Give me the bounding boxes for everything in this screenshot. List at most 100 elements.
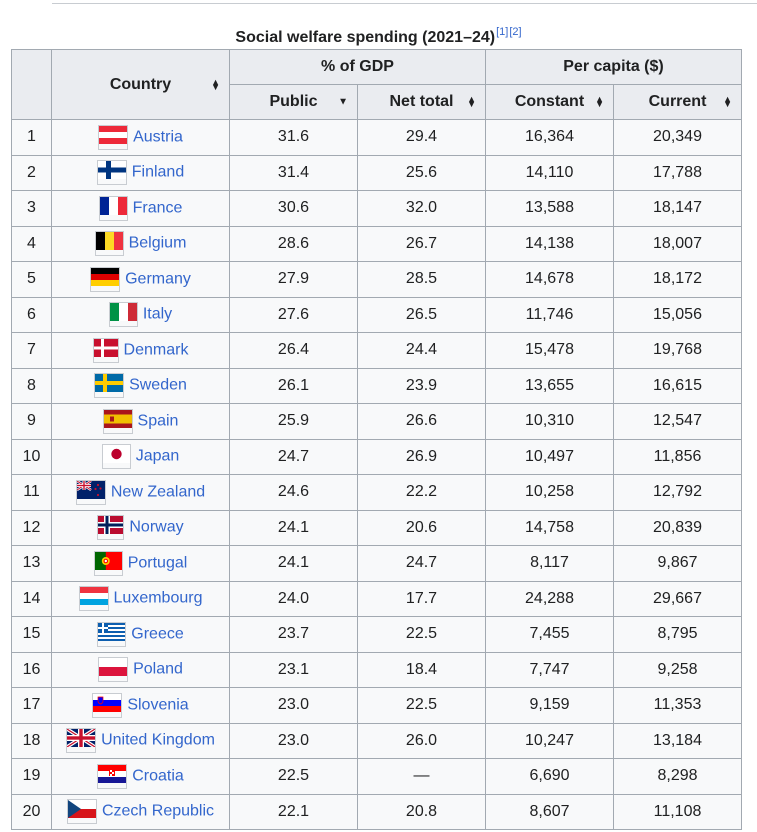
country-link[interactable]: Italy: [142, 305, 173, 323]
rank-cell: 18: [11, 722, 52, 759]
public-cell: 23.0: [229, 687, 358, 724]
table-row: 12 Norway 24.1 20.6 14,758 20,839: [11, 509, 742, 546]
table-row: 2 Finland 31.4 25.6 14,110 17,788: [11, 154, 742, 191]
country-link[interactable]: Finland: [131, 163, 185, 181]
country-cell: Japan: [51, 438, 230, 475]
country-link[interactable]: Denmark: [123, 341, 189, 359]
portugal-flag-icon: [93, 550, 123, 576]
greece-flag-icon: [97, 621, 127, 647]
country-link[interactable]: Germany: [125, 270, 191, 288]
constant-cell: 9,159: [485, 687, 614, 724]
country-link[interactable]: Japan: [135, 447, 180, 465]
country-link[interactable]: Slovenia: [127, 696, 189, 714]
net-total-cell: 17.7: [357, 580, 486, 617]
percapita-group-header: Per capita ($): [485, 49, 742, 85]
table-row: 5 Germany 27.9 28.5 14,678 18,172: [11, 261, 742, 298]
public-cell: 26.4: [229, 332, 358, 369]
net-total-cell: —: [357, 758, 486, 795]
slovenia-flag-icon: [92, 692, 123, 718]
public-cell: 27.6: [229, 296, 358, 333]
current-header[interactable]: Current ▲ ▼: [613, 84, 742, 120]
public-cell: 23.0: [229, 722, 358, 759]
rank-cell: 8: [11, 367, 52, 404]
current-cell: 11,353: [613, 687, 742, 724]
rank-cell: 15: [11, 616, 52, 653]
sort-icon[interactable]: ▲ ▼: [595, 94, 604, 109]
constant-header[interactable]: Constant ▲ ▼: [485, 84, 614, 120]
table-row: 6 Italy 27.6 26.5 11,746 15,056: [11, 296, 742, 333]
net-total-cell: 22.5: [357, 616, 486, 653]
sort-icon[interactable]: ▲ ▼: [723, 94, 732, 109]
constant-cell: 10,497: [485, 438, 614, 475]
current-cell: 13,184: [613, 722, 742, 759]
current-cell: 18,172: [613, 261, 742, 298]
new-zealand-flag-icon: [75, 479, 106, 505]
country-link[interactable]: United Kingdom: [101, 731, 215, 749]
belgium-flag-icon: [94, 231, 124, 257]
table-row: 4 Belgium 28.6 26.7 14,138 18,007: [11, 225, 742, 262]
public-cell: 23.1: [229, 651, 358, 688]
current-cell: 8,795: [613, 616, 742, 653]
table-row: 7 Denmark 26.4 24.4 15,478 19,768: [11, 332, 742, 369]
country-cell: Slovenia: [51, 687, 230, 724]
table-row: 1 Austria 31.6 29.4 16,364 20,349: [11, 119, 742, 156]
public-cell: 26.1: [229, 367, 358, 404]
country-link[interactable]: Portugal: [127, 554, 188, 572]
country-link[interactable]: Luxembourg: [113, 589, 203, 607]
table-row: 17 Slovenia 23.0 22.5 9,159 11,353: [11, 687, 742, 724]
country-link[interactable]: Austria: [133, 128, 183, 146]
constant-cell: 8,117: [485, 545, 614, 582]
current-cell: 15,056: [613, 296, 742, 333]
country-link[interactable]: Greece: [131, 625, 184, 643]
spain-flag-icon: [102, 408, 133, 434]
country-link[interactable]: Czech Republic: [101, 802, 215, 820]
country-link[interactable]: New Zealand: [110, 483, 206, 501]
net-total-cell: 22.5: [357, 687, 486, 724]
austria-flag-icon: [98, 124, 129, 150]
public-cell: 24.7: [229, 438, 358, 475]
country-link[interactable]: France: [132, 199, 183, 217]
country-link[interactable]: Norway: [129, 518, 184, 536]
public-cell: 23.7: [229, 616, 358, 653]
sort-icon[interactable]: ▲ ▼: [467, 94, 476, 109]
current-cell: 18,007: [613, 225, 742, 262]
current-cell: 17,788: [613, 154, 742, 191]
net-total-cell: 26.9: [357, 438, 486, 475]
rank-cell: 11: [11, 474, 52, 511]
reference-2[interactable]: [2]: [509, 26, 522, 38]
country-cell: Portugal: [51, 545, 230, 582]
country-link[interactable]: Croatia: [132, 767, 184, 785]
net-total-cell: 24.4: [357, 332, 486, 369]
rank-cell: 9: [11, 403, 52, 440]
table-caption: Social welfare spending (2021–24)[1][2]: [0, 21, 757, 49]
sort-icon[interactable]: ▲ ▼: [211, 76, 220, 92]
net-total-cell: 24.7: [357, 545, 486, 582]
luxembourg-flag-icon: [78, 586, 109, 612]
sort-descending-icon[interactable]: ▼: [338, 96, 348, 108]
rank-cell: 6: [11, 296, 52, 333]
country-cell: Luxembourg: [51, 580, 230, 617]
current-cell: 18,147: [613, 190, 742, 227]
norway-flag-icon: [97, 515, 125, 541]
table-row: 16 Poland 23.1 18.4 7,747 9,258: [11, 651, 742, 688]
country-cell: Norway: [51, 509, 230, 546]
net-total-header[interactable]: Net total ▲ ▼: [357, 84, 486, 120]
country-header[interactable]: Country ▲ ▼: [51, 49, 230, 120]
net-total-cell: 23.9: [357, 367, 486, 404]
country-link[interactable]: Sweden: [129, 376, 187, 394]
net-total-cell: 18.4: [357, 651, 486, 688]
constant-cell: 14,678: [485, 261, 614, 298]
current-cell: 8,298: [613, 758, 742, 795]
net-total-cell: 26.5: [357, 296, 486, 333]
table-row: 14 Luxembourg 24.0 17.7 24,288 29,667: [11, 580, 742, 617]
country-cell: New Zealand: [51, 474, 230, 511]
current-cell: 12,792: [613, 474, 742, 511]
country-link[interactable]: Poland: [133, 660, 183, 678]
constant-cell: 6,690: [485, 758, 614, 795]
country-link[interactable]: Belgium: [128, 234, 187, 252]
country-link[interactable]: Spain: [137, 412, 179, 430]
reference-1[interactable]: [1]: [496, 26, 509, 38]
public-header[interactable]: Public ▼: [229, 84, 358, 120]
rank-cell: 7: [11, 332, 52, 369]
france-flag-icon: [98, 195, 128, 221]
